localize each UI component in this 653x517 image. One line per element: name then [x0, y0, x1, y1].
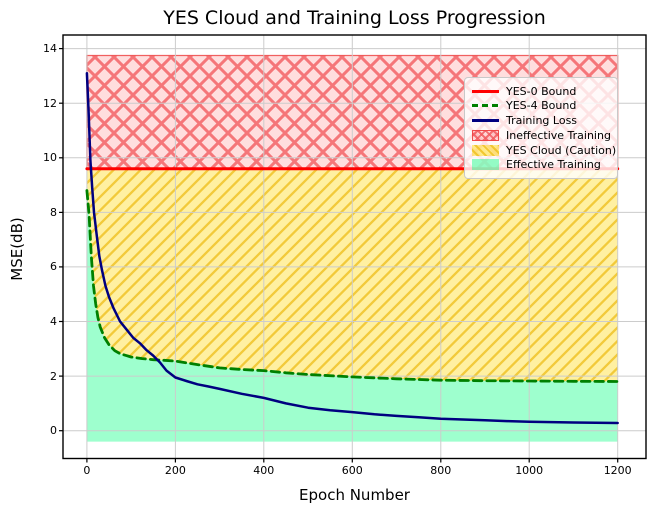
legend-label: YES-4 Bound — [506, 99, 577, 113]
legend-swatch-cloud-patch — [472, 144, 499, 156]
x-tick-label-0: 0 — [83, 464, 91, 477]
legend-label: Ineffective Training — [506, 128, 611, 142]
legend-item-yes4-bound: YES-4 Bound — [472, 99, 610, 113]
y-tick-label-12: 12 — [43, 96, 57, 110]
x-tick-label-200: 200 — [164, 464, 186, 477]
x-tick-label-1000: 1000 — [515, 464, 544, 477]
legend-label: Training Loss — [506, 114, 578, 128]
y-tick-label-4: 4 — [50, 315, 57, 328]
x-axis-label: Epoch Number — [299, 486, 410, 504]
legend-swatch-yes0-line — [472, 89, 499, 93]
legend-label: Effective Training — [506, 158, 601, 172]
series-training-loss — [85, 71, 619, 425]
legend: YES-0 Bound YES-4 Bound Training Loss In… — [464, 77, 618, 179]
x-tick-label-400: 400 — [253, 464, 275, 477]
y-tick-label-6: 6 — [50, 260, 57, 274]
legend-swatch-effective-patch — [472, 159, 499, 171]
legend-item-training-loss: Training Loss — [472, 114, 610, 128]
x-tick-label-1200: 1200 — [603, 464, 632, 477]
legend-item-ineffective-training: Ineffective Training — [472, 128, 611, 142]
legend-swatch-yes4-dashed-line — [472, 104, 499, 108]
series-yes-4-bound — [85, 189, 620, 383]
y-tick-label-10: 10 — [43, 151, 57, 165]
legend-label: YES Cloud (Caution) — [506, 143, 617, 157]
legend-item-yes0-bound: YES-0 Bound — [472, 84, 610, 98]
y-axis-label: MSE(dB) — [8, 217, 26, 281]
axes-spines — [59, 34, 647, 463]
y-tick-label-0: 0 — [50, 424, 57, 438]
legend-item-effective-training: Effective Training — [472, 158, 610, 172]
legend-swatch-ineffective-patch — [472, 129, 499, 141]
legend-label: YES-0 Bound — [506, 84, 577, 98]
legend-item-yes-cloud-caution: YES Cloud (Caution) — [472, 143, 616, 157]
legend-swatch-training-line — [472, 119, 499, 122]
region-effective-training — [86, 190, 618, 442]
x-tick-label-600: 600 — [341, 464, 363, 477]
x-tick-label-800: 800 — [430, 464, 452, 477]
y-tick-label-8: 8 — [50, 205, 57, 219]
chart-title: YES Cloud and Training Loss Progression — [163, 7, 546, 29]
y-tick-label-2: 2 — [50, 369, 57, 383]
y-tick-label-14: 14 — [43, 42, 57, 56]
